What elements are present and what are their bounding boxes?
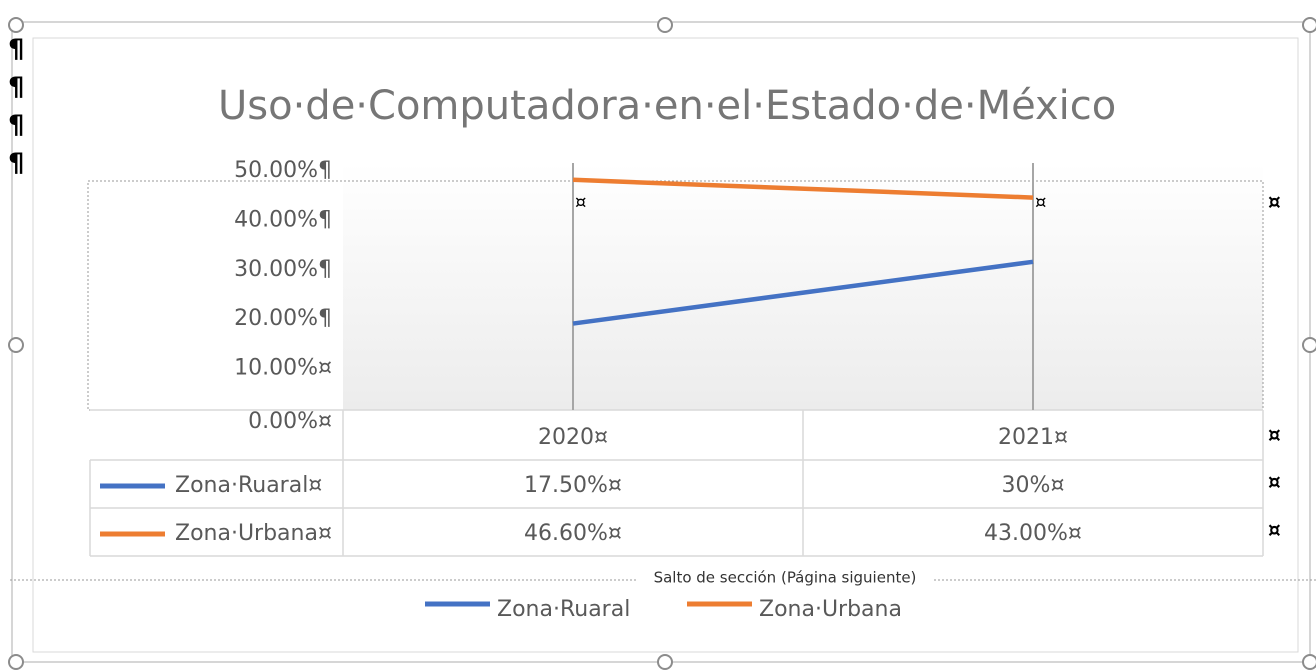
section-break-bg: [636, 568, 932, 590]
y-tick-label: 30.00%¶: [234, 257, 332, 282]
y-tick-label: 10.00%¤: [234, 356, 332, 381]
pilcrow: ¶: [8, 111, 25, 141]
data-table-grid: [89, 409, 1264, 557]
table-value: 30%¤: [1002, 473, 1065, 498]
y-tick-label: 20.00%¶: [234, 306, 332, 331]
section-break-label: Salto de sección (Página siguiente): [654, 569, 917, 587]
x-tick-label: 2020¤: [538, 425, 608, 450]
y-tick-label: 50.00%¶: [234, 158, 332, 183]
table-row-label: Zona·Ruaral¤: [175, 473, 322, 498]
cell-mark: ¤: [575, 192, 586, 213]
table-value: 43.00%¤: [984, 521, 1082, 546]
series-line: [572, 259, 1034, 326]
pilcrow: ¶: [8, 73, 25, 103]
handles[interactable]: [8, 17, 1316, 670]
cell-mark: ¤: [1035, 192, 1046, 213]
row-end-mark: ¤: [1268, 518, 1281, 542]
legend-label: Zona·Ruaral: [497, 597, 630, 622]
series-line: [572, 177, 1034, 200]
y-tick-label: 0.00%¤: [248, 409, 332, 434]
row-end-mark: ¤: [1268, 423, 1281, 447]
table-value: 46.60%¤: [524, 521, 622, 546]
pilcrow: ¶: [8, 35, 25, 65]
table-cell-outline: [87, 180, 1264, 411]
y-tick-label: 40.00%¶: [234, 207, 332, 232]
table-value: 17.50%¤: [524, 473, 622, 498]
plot-area: [343, 163, 1263, 410]
pilcrow: ¶: [8, 149, 25, 179]
row-end-mark: ¤: [1268, 190, 1281, 214]
chart-title: Uso·de·Computadora·en·el·Estado·de·Méxic…: [218, 83, 1116, 129]
chart-frame: [32, 37, 1299, 653]
x-tick-label: 2021¤: [998, 425, 1068, 450]
row-end-mark: ¤: [1268, 470, 1281, 494]
legend-label: Zona·Urbana: [759, 597, 902, 622]
table-row-label: Zona·Urbana¤: [175, 521, 332, 546]
